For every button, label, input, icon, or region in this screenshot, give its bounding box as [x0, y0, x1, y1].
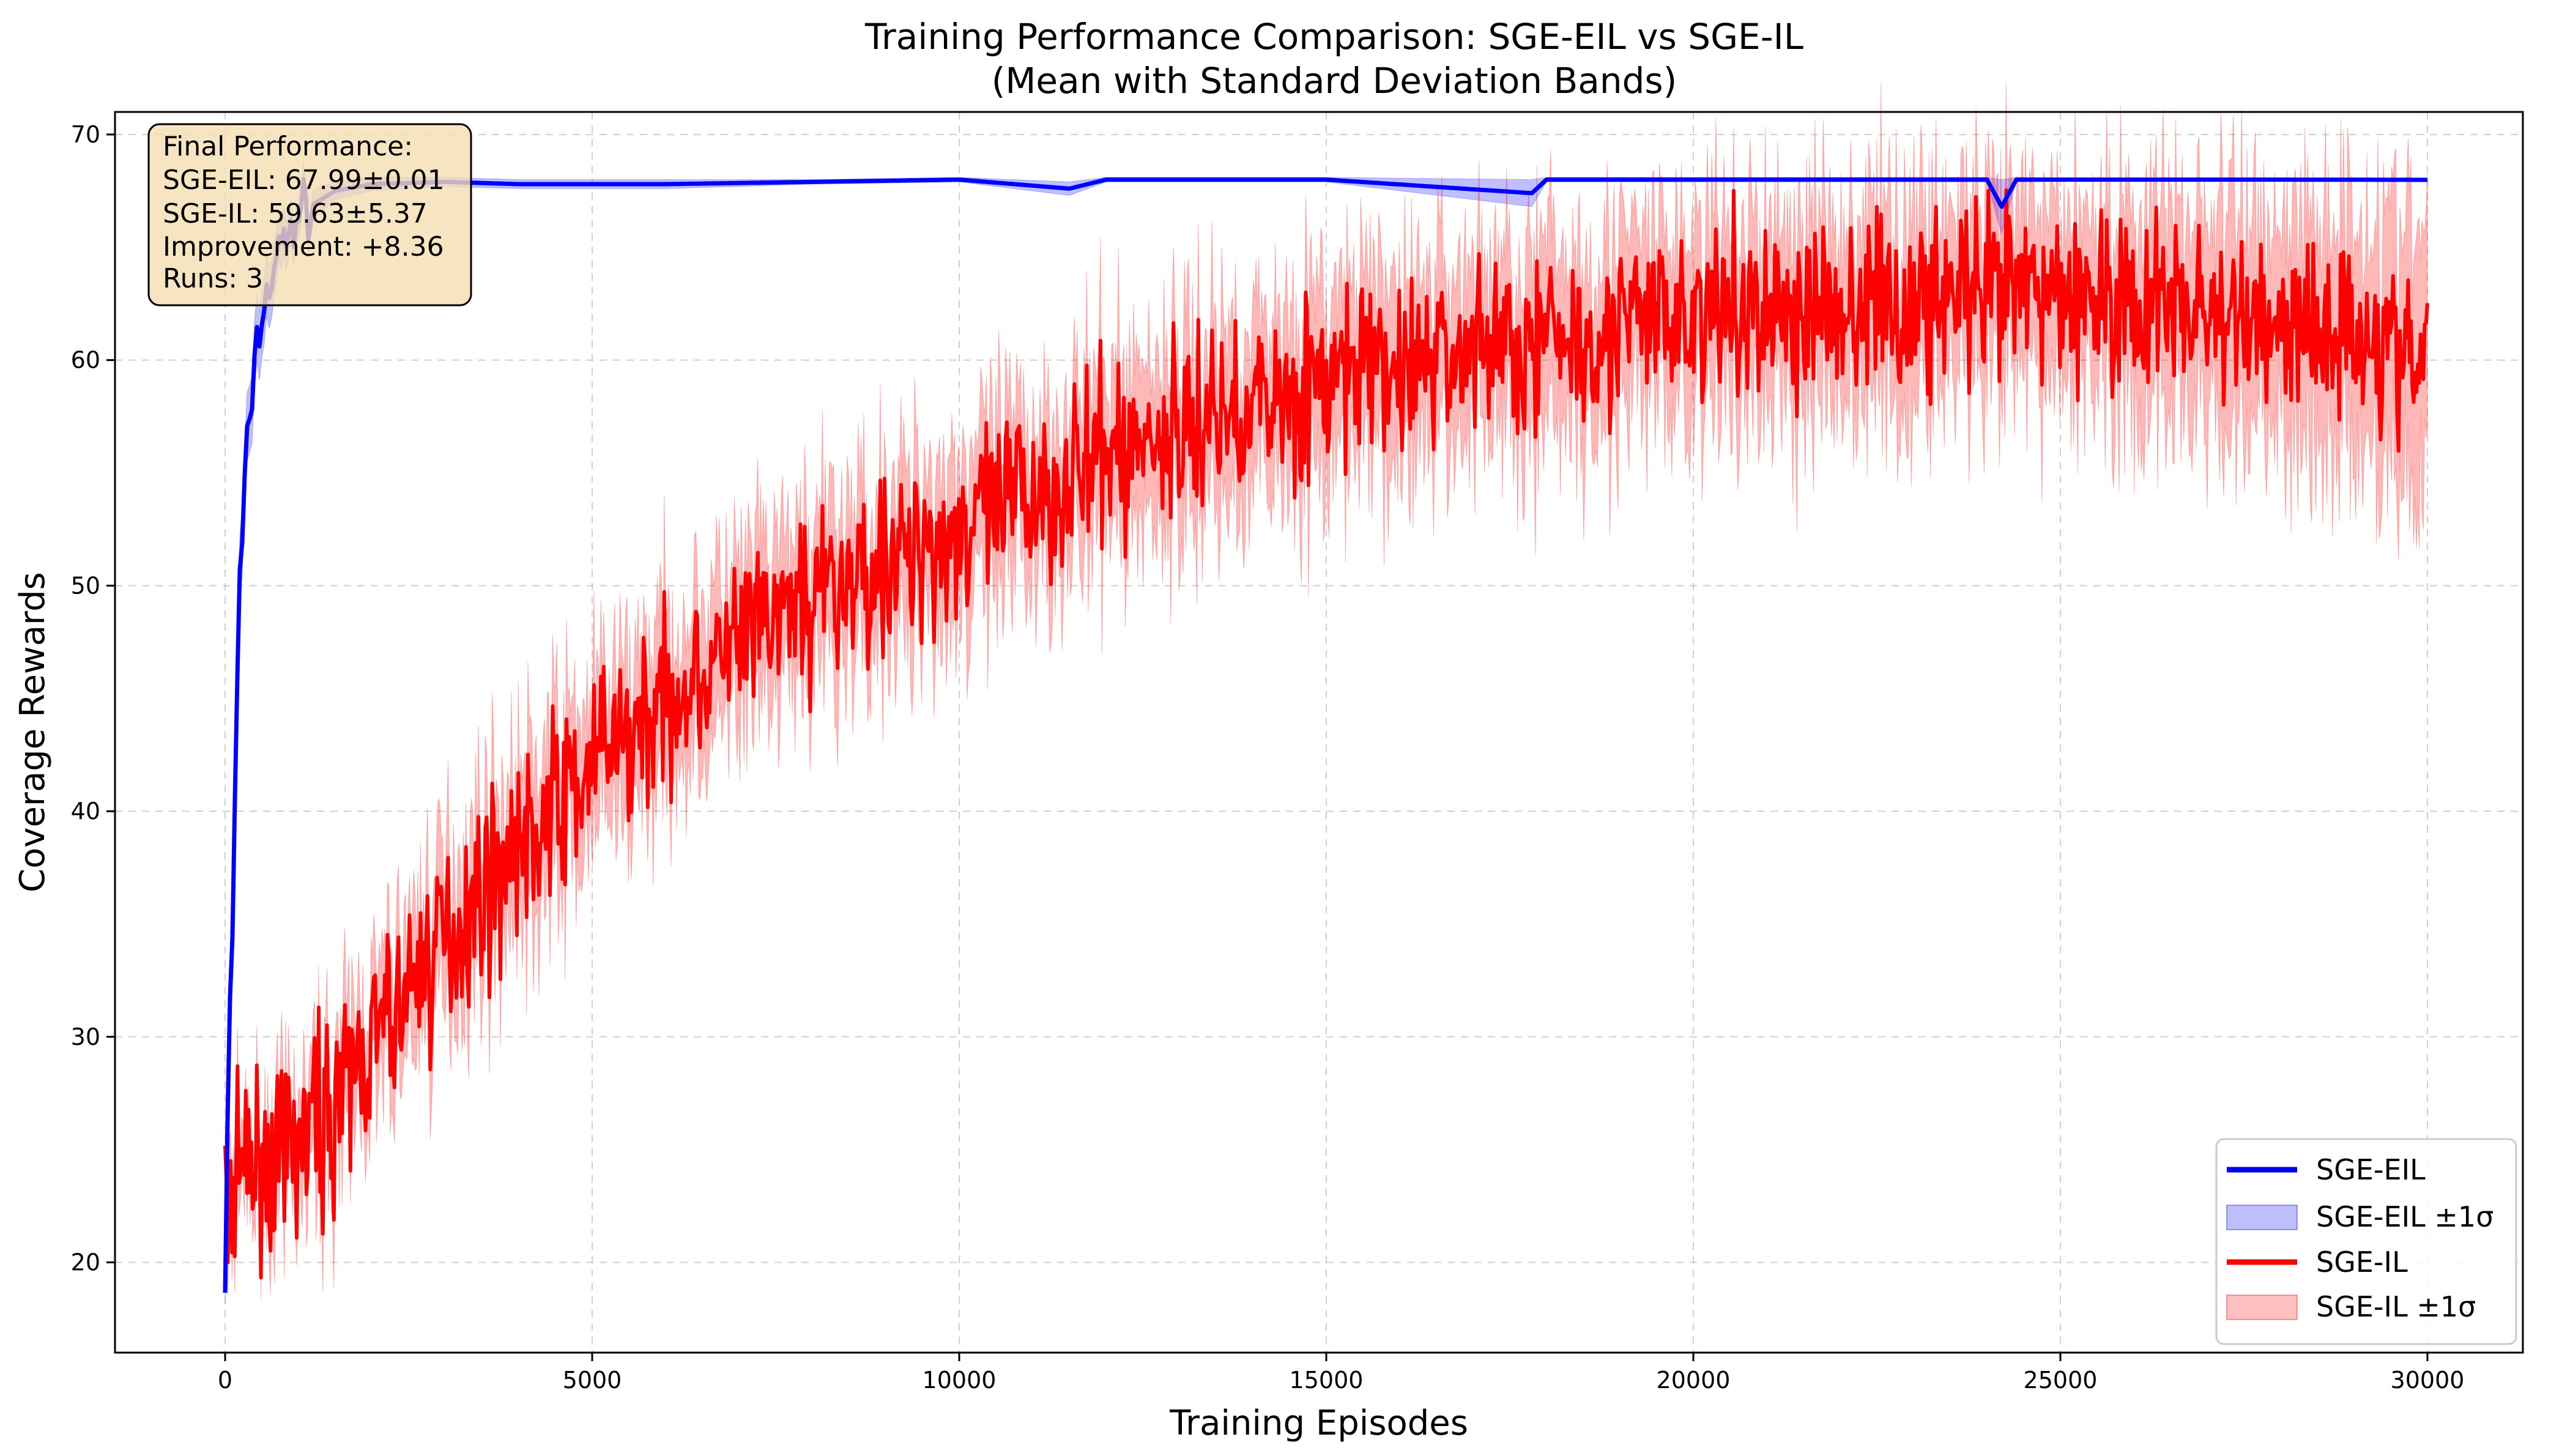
- legend-label-sge-eil-band: SGE-EIL ±1σ: [2316, 1200, 2493, 1233]
- legend-label-sge-il-band: SGE-IL ±1σ: [2316, 1290, 2476, 1323]
- x-tick-label: 10000: [923, 1367, 997, 1394]
- x-tick-label: 0: [218, 1367, 232, 1394]
- x-tick-label: 20000: [1657, 1367, 1731, 1394]
- x-axis-label: Training Episodes: [1169, 1403, 1468, 1443]
- series-line-sge-eil: [223, 177, 2427, 1293]
- y-tick-label: 20: [71, 1249, 100, 1276]
- series-line-sge-il: [223, 188, 2429, 1280]
- legend-label-sge-il: SGE-IL: [2316, 1246, 2408, 1279]
- chart-title: Training Performance Comparison: SGE-EIL…: [864, 16, 1803, 58]
- annotation-line-4: Improvement: +8.36: [163, 231, 444, 262]
- x-tick-label: 30000: [2391, 1367, 2465, 1394]
- chart-subtitle: (Mean with Standard Deviation Bands): [992, 60, 1677, 102]
- x-tick-label: 5000: [563, 1367, 622, 1394]
- y-tick-label: 50: [71, 572, 100, 599]
- plot-area-frame: [114, 111, 2524, 1354]
- annotation-line-5: Runs: 3: [163, 263, 263, 294]
- y-axis-label: Coverage Rewards: [13, 572, 53, 893]
- legend-swatch-sge-eil-band: [2226, 1205, 2298, 1230]
- annotation-line-2: SGE-EIL: 67.99±0.01: [163, 165, 445, 196]
- y-tick-label: 70: [71, 121, 100, 148]
- annotation-background: [147, 123, 472, 306]
- y-tick-label: 40: [71, 798, 100, 825]
- legend-swatch-sge-il-band: [2226, 1294, 2298, 1320]
- annotation-line-3: SGE-IL: 59.63±5.37: [163, 198, 428, 229]
- annotation-box: Final Performance: SGE-EIL: 67.99±0.01 S…: [147, 123, 472, 306]
- x-tick-label: 25000: [2024, 1367, 2098, 1394]
- grid-lines: [115, 112, 2523, 1353]
- legend-label-sge-eil: SGE-EIL: [2316, 1153, 2426, 1186]
- axis-ticks: 0 5000 10000 15000 20000 25000 30000 20 30 40 50 60…: [71, 121, 2465, 1394]
- series-lines: [223, 177, 2429, 1293]
- x-tick-label: 15000: [1290, 1367, 1364, 1394]
- y-tick-label: 30: [71, 1023, 100, 1050]
- legend-frame: [2215, 1138, 2517, 1345]
- annotation-line-1: Final Performance:: [163, 131, 413, 162]
- y-tick-label: 60: [71, 347, 100, 374]
- legend: SGE-EIL SGE-EIL ±1σ SGE-IL SGE-IL ±1σ: [2215, 1138, 2517, 1345]
